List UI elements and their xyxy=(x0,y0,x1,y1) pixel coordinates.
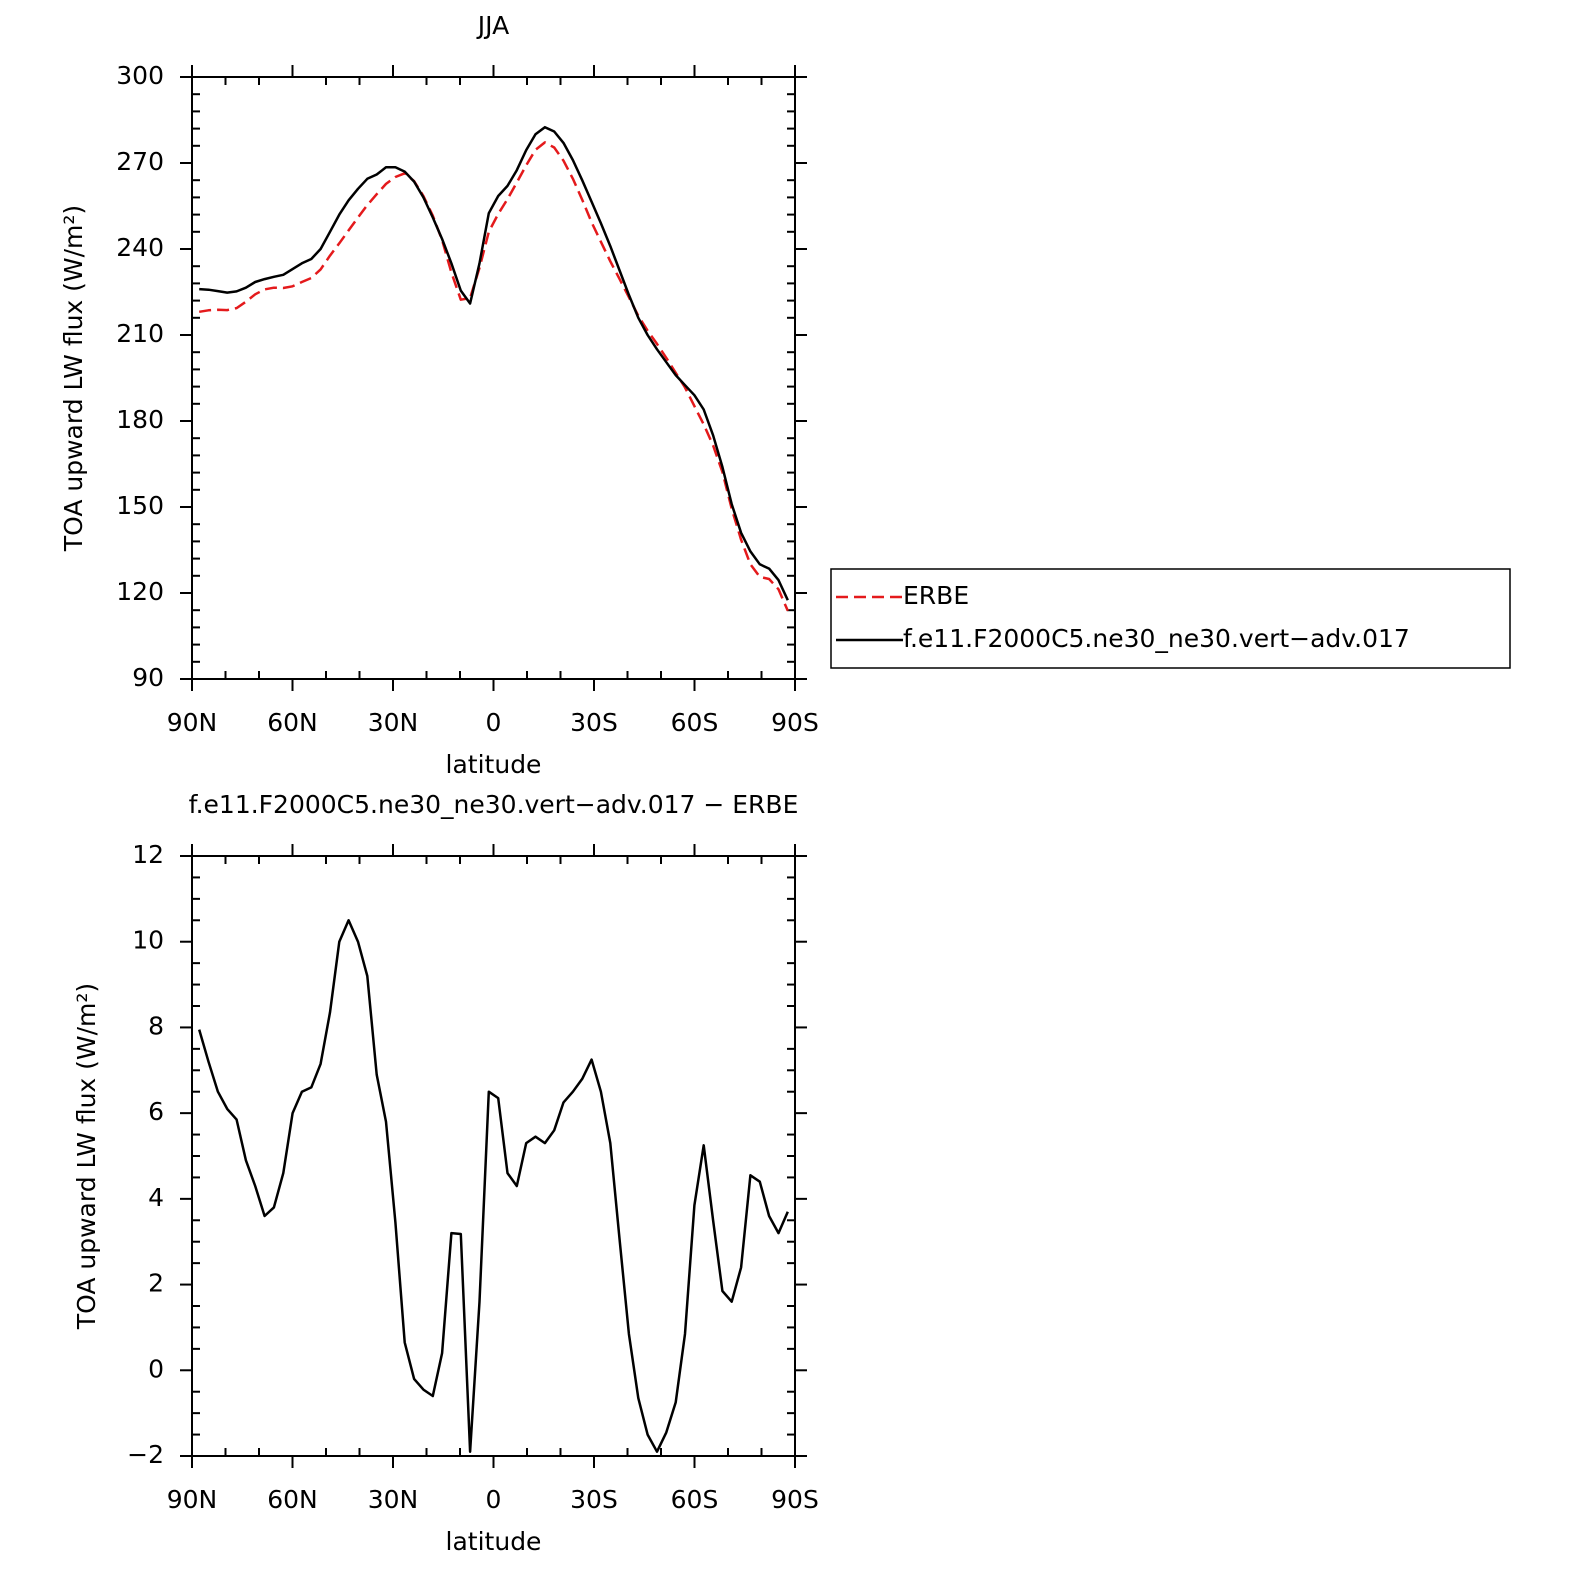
y-tick-label: 180 xyxy=(116,405,164,434)
chart-title: f.e11.F2000C5.ne30_ne30.vert−adv.017 − E… xyxy=(189,790,799,819)
y-tick-label: 210 xyxy=(116,319,164,348)
y-tick-label: 10 xyxy=(132,926,164,955)
x-axis-label: latitude xyxy=(446,1527,542,1556)
x-tick-label: 30S xyxy=(570,708,618,737)
x-tick-label: 60S xyxy=(671,708,719,737)
data-line xyxy=(199,141,789,612)
x-tick-label: 60N xyxy=(267,1485,318,1514)
x-tick-label: 30N xyxy=(368,708,419,737)
y-tick-label: 270 xyxy=(116,147,164,176)
x-tick-label: 30N xyxy=(368,1485,419,1514)
x-tick-label: 60N xyxy=(267,708,318,737)
y-tick-label: 240 xyxy=(116,233,164,262)
y-tick-label: 120 xyxy=(116,577,164,606)
x-axis-label: latitude xyxy=(446,750,542,779)
y-tick-label: 12 xyxy=(132,840,164,869)
y-tick-label: 90 xyxy=(132,663,164,692)
x-tick-label: 90N xyxy=(167,1485,218,1514)
y-tick-label: 300 xyxy=(116,61,164,90)
x-tick-label: 90N xyxy=(167,708,218,737)
x-tick-label: 90S xyxy=(771,708,819,737)
y-tick-label: 0 xyxy=(148,1354,164,1383)
data-line xyxy=(197,919,789,1453)
y-tick-label: 150 xyxy=(116,491,164,520)
y-axis-label: TOA upward LW flux (W/m²) xyxy=(59,205,88,552)
legend-box xyxy=(830,568,1511,669)
y-tick-label: −2 xyxy=(127,1440,164,1469)
x-tick-label: 60S xyxy=(671,1485,719,1514)
x-tick-label: 90S xyxy=(771,1485,819,1514)
x-tick-label: 0 xyxy=(486,708,502,737)
y-tick-label: 8 xyxy=(148,1011,164,1040)
y-axis-label: TOA upward LW flux (W/m²) xyxy=(72,983,101,1330)
x-tick-label: 30S xyxy=(570,1485,618,1514)
legend-label: f.e11.F2000C5.ne30_ne30.vert−adv.017 xyxy=(903,624,1410,653)
chart-title: JJA xyxy=(476,11,509,40)
y-tick-label: 4 xyxy=(148,1183,164,1212)
y-tick-label: 2 xyxy=(148,1269,164,1298)
x-tick-label: 0 xyxy=(486,1485,502,1514)
legend-label: ERBE xyxy=(903,581,969,610)
y-tick-label: 6 xyxy=(148,1097,164,1126)
plot-frame xyxy=(191,76,796,680)
data-line xyxy=(199,125,789,601)
